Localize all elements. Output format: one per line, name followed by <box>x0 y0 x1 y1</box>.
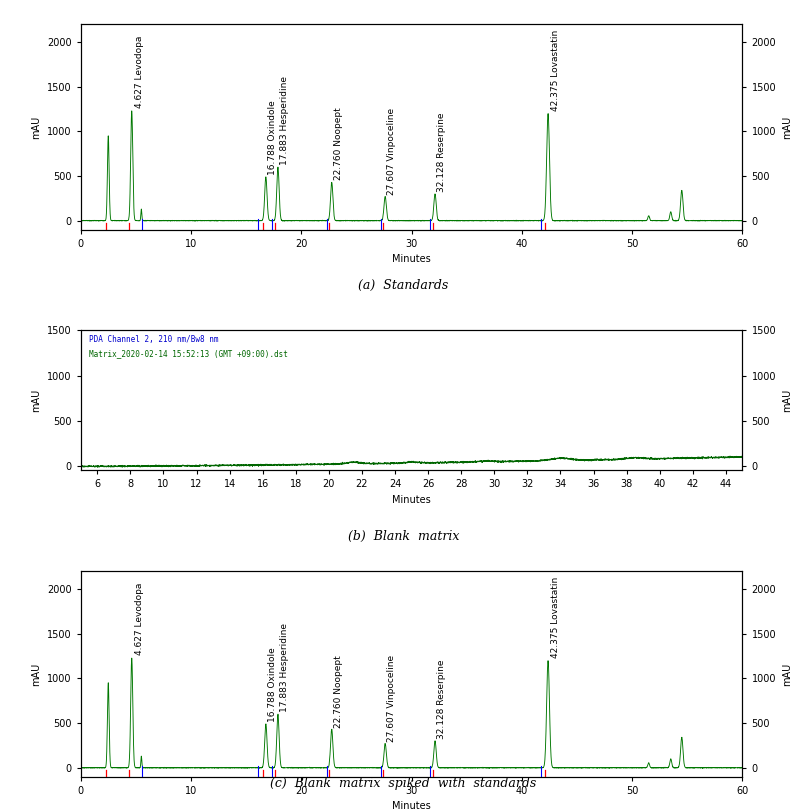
Text: PDA Channel 2, 210 nm/Bw8 nm: PDA Channel 2, 210 nm/Bw8 nm <box>89 335 218 344</box>
Text: 17.883 Hesperidine: 17.883 Hesperidine <box>280 76 289 165</box>
Y-axis label: mAU: mAU <box>31 116 41 138</box>
Y-axis label: mAU: mAU <box>782 663 792 685</box>
Text: 27.607 Vinpoceline: 27.607 Vinpoceline <box>387 654 396 742</box>
Y-axis label: mAU: mAU <box>31 389 41 412</box>
Y-axis label: mAU: mAU <box>782 389 792 412</box>
Y-axis label: mAU: mAU <box>782 116 792 138</box>
Text: 17.883 Hesperidine: 17.883 Hesperidine <box>280 624 289 713</box>
Text: 4.627 Levodopa: 4.627 Levodopa <box>135 36 144 108</box>
Text: 22.760 Noopept: 22.760 Noopept <box>334 654 343 727</box>
Text: Matrix_2020-02-14 15:52:13 (GMT +09:00).dst: Matrix_2020-02-14 15:52:13 (GMT +09:00).… <box>89 349 287 358</box>
Text: 27.607 Vinpoceline: 27.607 Vinpoceline <box>387 108 396 195</box>
Text: (c)  Blank  matrix  spiked  with  standards: (c) Blank matrix spiked with standards <box>270 777 537 790</box>
Text: 42.375 Lovastatin: 42.375 Lovastatin <box>551 30 560 111</box>
X-axis label: Minutes: Minutes <box>392 254 431 264</box>
Text: 22.760 Noopept: 22.760 Noopept <box>334 108 343 180</box>
Text: (a)  Standards: (a) Standards <box>358 279 449 292</box>
Text: 42.375 Lovastatin: 42.375 Lovastatin <box>551 577 560 658</box>
Text: 16.788 Oxindole: 16.788 Oxindole <box>268 100 277 175</box>
Text: (b)  Blank  matrix: (b) Blank matrix <box>348 530 459 543</box>
X-axis label: Minutes: Minutes <box>392 495 431 505</box>
Text: 32.128 Reserpine: 32.128 Reserpine <box>437 659 446 739</box>
Text: 16.788 Oxindole: 16.788 Oxindole <box>268 647 277 722</box>
X-axis label: Minutes: Minutes <box>392 801 431 809</box>
Text: 4.627 Levodopa: 4.627 Levodopa <box>135 582 144 655</box>
Text: 32.128 Reserpine: 32.128 Reserpine <box>437 112 446 192</box>
Y-axis label: mAU: mAU <box>31 663 41 685</box>
